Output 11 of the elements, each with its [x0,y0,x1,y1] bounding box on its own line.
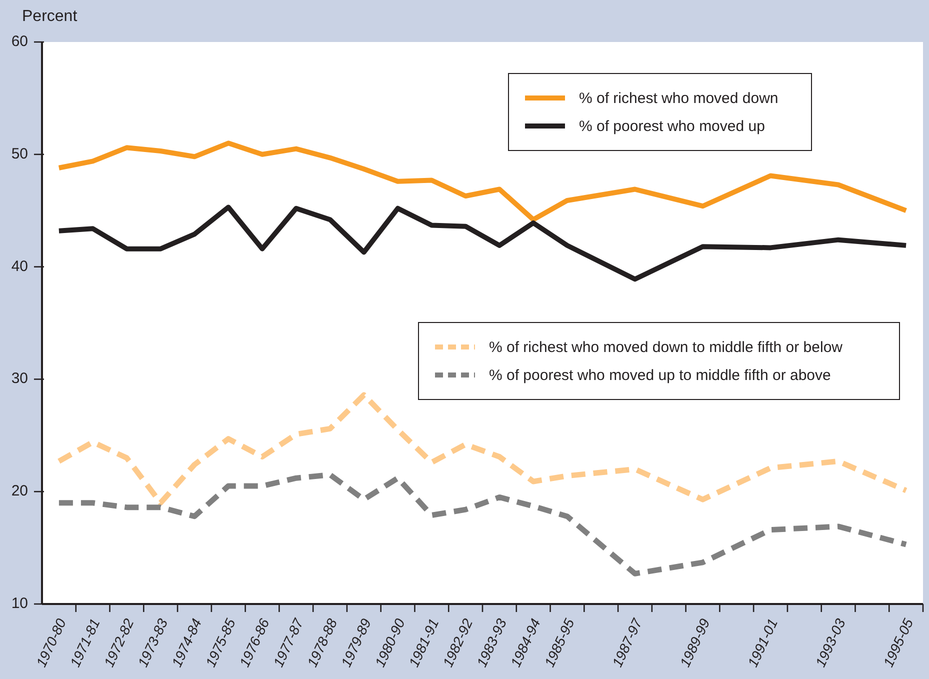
y-tick-label: 60 [11,32,28,50]
legend-label: % of richest who moved down [579,90,778,106]
y-tick-label: 50 [11,145,28,162]
y-axis-title: Percent [22,8,78,26]
y-tick-label: 40 [11,258,28,275]
legend-label: % of poorest who moved up to middle fifth or above [489,366,831,384]
legend-label: % of richest who moved down to middle fifth or below [489,338,843,356]
y-tick-label: 30 [11,370,28,388]
y-tick-label: 20 [11,482,28,500]
y-tick-label: 10 [11,594,28,612]
legend-label: % of poorest who moved up [579,118,765,134]
